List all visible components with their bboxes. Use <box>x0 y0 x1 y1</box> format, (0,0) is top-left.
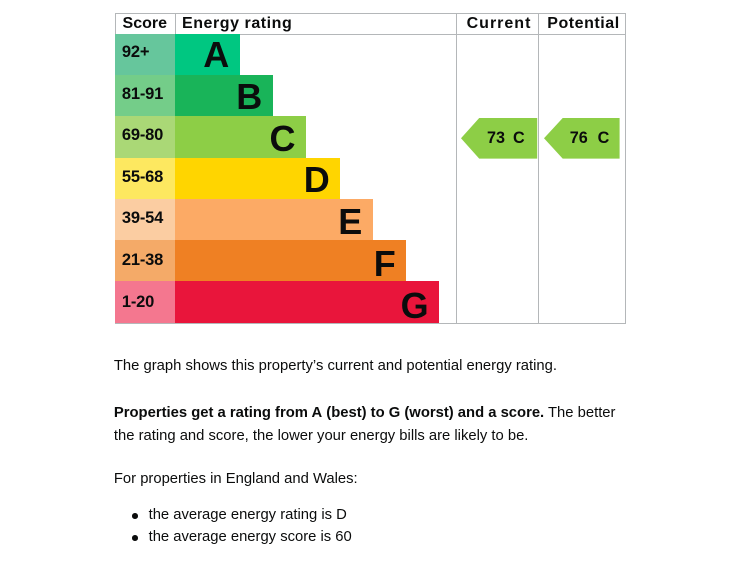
svg-text:73: 73 <box>487 129 505 147</box>
svg-text:C: C <box>597 129 609 147</box>
svg-text:C: C <box>513 129 525 147</box>
svg-text:76: 76 <box>569 129 587 147</box>
